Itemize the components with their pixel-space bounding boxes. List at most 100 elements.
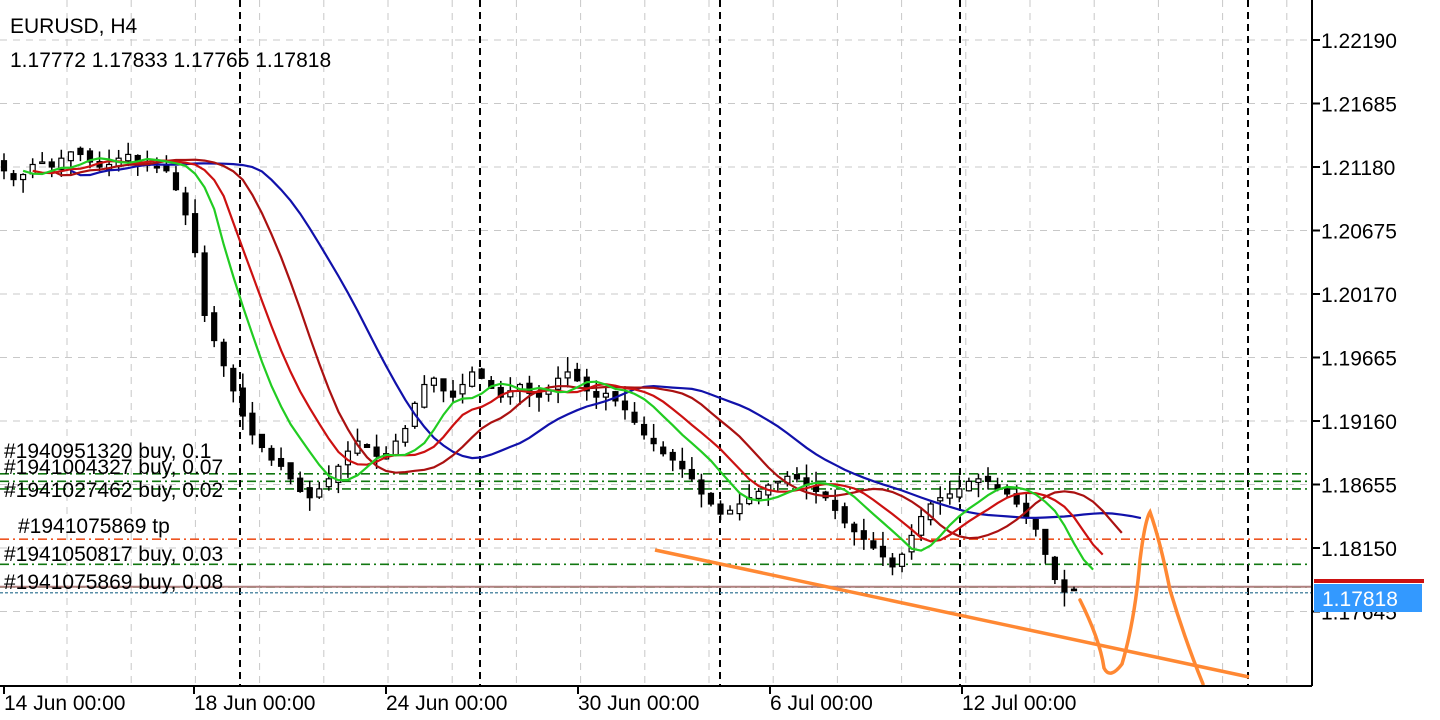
time-tick-label: 30 Jun 00:00 <box>578 692 699 715</box>
bid-price-flag <box>1314 579 1424 583</box>
tp-label: #1941075869 tp <box>18 515 170 538</box>
candle-body <box>841 506 848 524</box>
candle-body <box>1032 519 1039 530</box>
symbol-timeframe: EURUSD, H4 <box>10 15 138 38</box>
ma-long-line <box>70 162 1142 520</box>
price-tick-label: 1.20170 <box>1321 284 1397 307</box>
candle-body <box>373 446 380 457</box>
price-tick-label: 1.20675 <box>1321 221 1397 244</box>
candle-body <box>316 488 323 498</box>
candle-body <box>851 523 858 533</box>
price-tick-label: 1.21180 <box>1321 157 1395 180</box>
candle-body <box>860 530 867 540</box>
candle-body <box>201 252 208 316</box>
candle-body <box>239 387 246 417</box>
projection-path <box>1078 508 1205 686</box>
candle-body <box>335 465 342 484</box>
candle-body <box>555 377 562 390</box>
day-separators <box>239 0 1249 686</box>
candle-body <box>1070 588 1078 592</box>
candle-body <box>1061 579 1068 593</box>
candle-body <box>631 411 638 423</box>
grid <box>0 0 1312 686</box>
candle-body <box>172 172 180 191</box>
candle-body <box>688 468 695 480</box>
current-price-box <box>1314 584 1422 612</box>
candle-body <box>421 383 428 408</box>
candle-body <box>621 400 629 411</box>
candle-body <box>191 213 199 254</box>
candle-body <box>459 383 466 395</box>
candle-body <box>58 157 65 171</box>
candle-body <box>306 487 313 499</box>
candle-body <box>125 153 132 162</box>
candle-body <box>640 423 648 436</box>
candle-body <box>497 386 504 398</box>
trend-line <box>654 548 1250 679</box>
candle-body <box>698 479 705 495</box>
candle-body <box>898 553 906 567</box>
candle-body <box>908 534 915 553</box>
candle-body <box>277 457 285 467</box>
candle-body <box>20 173 27 181</box>
candle-body <box>10 173 17 181</box>
candle-body <box>67 151 74 162</box>
price-tick-label: 1.18150 <box>1321 538 1397 561</box>
candle-body <box>249 412 256 436</box>
candle-body <box>449 390 457 398</box>
candle-body <box>258 433 266 449</box>
candle-body <box>1051 556 1058 581</box>
candle-body <box>889 557 896 568</box>
candle-body <box>325 478 332 488</box>
candle-body <box>965 480 973 492</box>
current-price-marker: 1.17818 <box>1314 579 1424 612</box>
candle-body <box>430 377 438 386</box>
candle-body <box>230 367 237 392</box>
candle-body <box>975 478 982 484</box>
candle-body <box>669 451 676 461</box>
candle-body <box>220 341 227 367</box>
time-tick-label: 6 Jul 00:00 <box>770 692 873 715</box>
price-tick-label: 1.21685 <box>1321 94 1397 117</box>
candle-body <box>602 392 609 398</box>
candle-body <box>488 380 495 389</box>
price-tick-label: 1.19160 <box>1321 411 1397 434</box>
moving-averages <box>22 157 1142 571</box>
time-tick-label: 14 Jun 00:00 <box>4 692 125 715</box>
order-label: #1941027462 buy, 0.02 <box>4 479 223 502</box>
time-axis: 14 Jun 00:00 18 Jun 00:00 24 Jun 00:00 30 J… <box>3 686 1076 715</box>
candle-body <box>918 515 925 536</box>
candle-body <box>287 462 294 480</box>
candle-body <box>793 473 801 480</box>
candle-body <box>48 161 55 168</box>
candle-body <box>1042 528 1049 555</box>
candle-body <box>478 368 485 379</box>
time-tick-label: 18 Jun 00:00 <box>194 692 315 715</box>
candle-body <box>660 446 667 455</box>
price-tick-label: 1.18655 <box>1321 475 1397 498</box>
candle-body <box>717 503 724 515</box>
current-price-label: 1.17818 <box>1322 588 1398 611</box>
candle-body <box>870 540 877 549</box>
candle-body <box>593 391 600 398</box>
candle-body <box>956 488 963 498</box>
candle-body <box>182 192 189 216</box>
order-label: #1941004327 buy, 0.07 <box>4 456 223 479</box>
candle-body <box>0 160 8 172</box>
candle-body <box>650 437 657 445</box>
order-label: #1941075869 buy, 0.08 <box>4 571 223 594</box>
candle-body <box>755 490 762 500</box>
price-tick-label: 1.22190 <box>1321 30 1397 53</box>
order-label: #1941050817 buy, 0.03 <box>4 543 223 566</box>
candle-body <box>736 503 743 515</box>
candle-body <box>469 371 476 387</box>
candle-body <box>163 164 170 172</box>
candle-body <box>564 371 571 379</box>
order-labels: #1940951320 buy, 0.1#1941004327 buy, 0.0… <box>4 440 223 594</box>
candle-body <box>268 447 275 461</box>
candle-body <box>363 444 371 449</box>
candle-body <box>937 497 944 502</box>
candles <box>0 142 1078 607</box>
